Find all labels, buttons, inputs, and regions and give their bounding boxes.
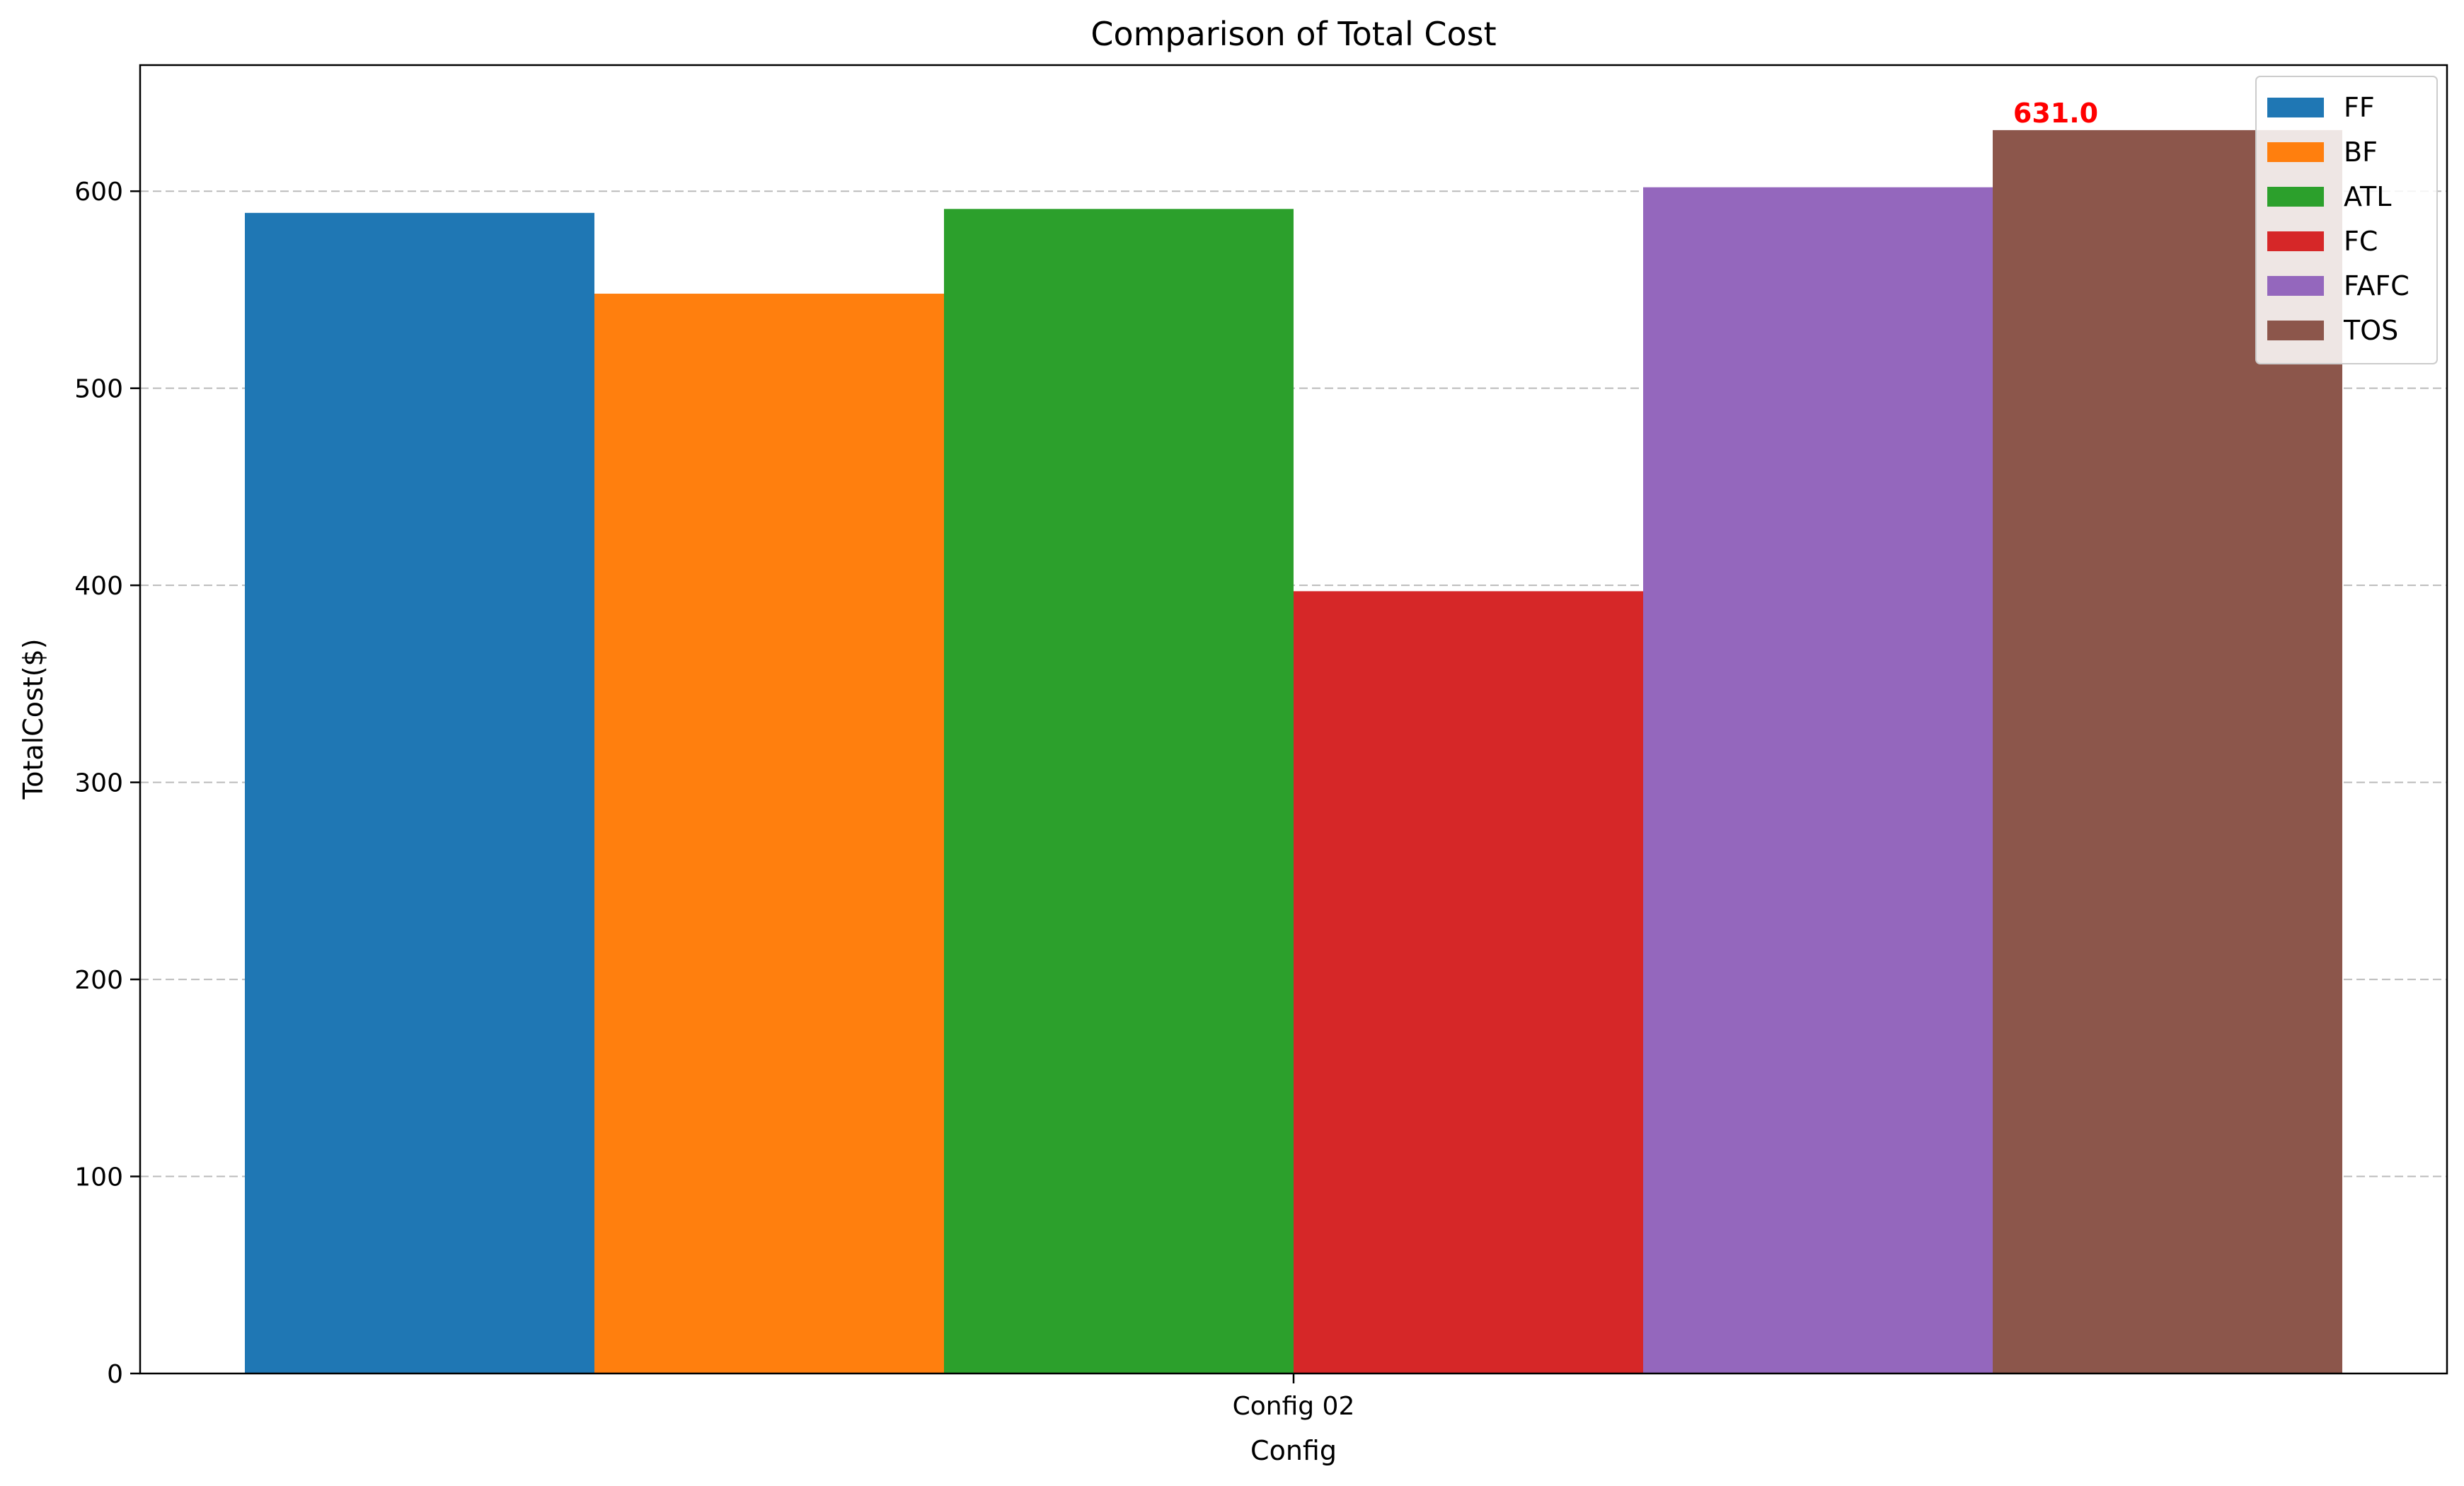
- x-tick-label: Config 02: [1233, 1392, 1355, 1421]
- legend-label-fc: FC: [2344, 226, 2378, 257]
- plot-area-frame: [139, 64, 2448, 1375]
- bar-atl: [944, 209, 1294, 1374]
- chart-title: Comparison of Total Cost: [1090, 15, 1496, 53]
- legend-swatch-fc: [2267, 231, 2324, 251]
- legend-label-fafc: FAFC: [2344, 270, 2410, 301]
- y-tick-label: 600: [74, 178, 123, 207]
- annotations: 631.0: [2013, 98, 2098, 129]
- legend-swatch-bf: [2267, 142, 2324, 162]
- y-tick-label: 400: [74, 572, 123, 601]
- legend-label-atl: ATL: [2344, 181, 2391, 212]
- y-tick-label: 200: [74, 966, 123, 995]
- y-tick-label: 100: [74, 1163, 123, 1192]
- legend-swatch-atl: [2267, 187, 2324, 207]
- y-tick-label: 0: [107, 1360, 123, 1389]
- y-axis: 0 100 200 300 400 500 600: [74, 178, 140, 1389]
- x-axis-label: Config: [1250, 1435, 1337, 1466]
- legend-label-bf: BF: [2344, 137, 2378, 168]
- legend-swatch-ff: [2267, 98, 2324, 117]
- bar-fafc: [1643, 187, 1993, 1373]
- bar-ff: [245, 212, 594, 1373]
- legend-label-ff: FF: [2344, 92, 2375, 123]
- data-label-tos: 631.0: [2013, 98, 2098, 129]
- y-axis-label: TotalCost($): [18, 638, 49, 800]
- legend-swatch-tos: [2267, 321, 2324, 340]
- bar-bf: [594, 294, 944, 1373]
- legend-label-tos: TOS: [2343, 315, 2398, 346]
- bar-fc: [1294, 591, 1643, 1373]
- bars: [245, 129, 2342, 1374]
- x-axis: Config 02: [1233, 1373, 1355, 1421]
- y-tick-label: 300: [74, 769, 123, 798]
- y-tick-label: 500: [74, 375, 123, 404]
- legend: FF BF ATL FC FAFC TOS: [2255, 76, 2438, 364]
- legend-swatch-fafc: [2267, 276, 2324, 296]
